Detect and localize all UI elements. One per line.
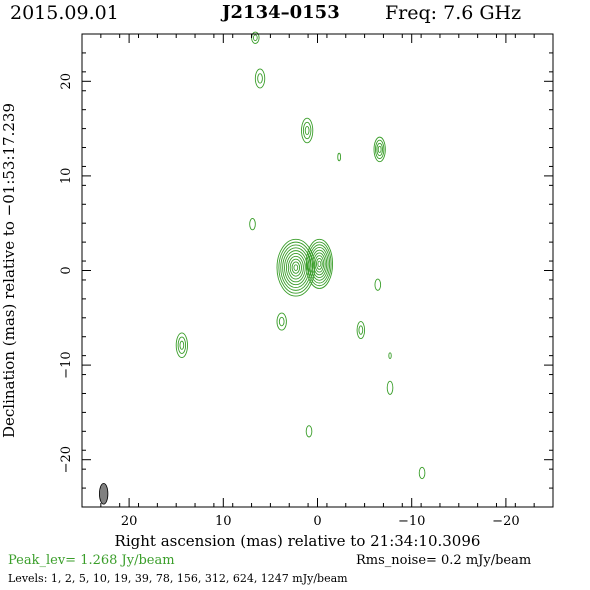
- contour-line: [301, 117, 314, 144]
- y-tick-label: −20: [59, 446, 74, 473]
- contour-line: [254, 68, 266, 89]
- contour-line: [302, 121, 312, 140]
- contour-component: [374, 278, 382, 291]
- contour-line: [374, 278, 382, 291]
- contour-component: [301, 117, 314, 144]
- contour-line: [304, 125, 310, 136]
- contour-line: [313, 252, 326, 276]
- contour-line: [337, 152, 342, 162]
- contour-line: [278, 241, 314, 294]
- contour-line: [257, 73, 263, 84]
- x-tick-label: −20: [492, 514, 519, 529]
- peak-level: Peak_lev= 1.268 Jy/beam: [8, 553, 175, 568]
- contour-component: [356, 321, 366, 340]
- contour-line: [307, 241, 332, 287]
- contour-line: [376, 142, 383, 157]
- contour-line: [305, 425, 313, 438]
- contour-component: [337, 152, 342, 162]
- y-axis-label: Declination (mas) relative to −01:53:17.…: [0, 103, 18, 438]
- contour-component: [305, 425, 313, 438]
- y-tick-label: 0: [59, 266, 74, 274]
- contour-component: [386, 380, 394, 395]
- contour-line: [249, 218, 256, 231]
- contour-component: [276, 238, 316, 297]
- contour-line: [289, 258, 302, 277]
- beam-layer: [99, 482, 109, 505]
- frequency-label: Freq: 7.6 GHz: [385, 2, 522, 24]
- contour-line: [287, 255, 304, 280]
- contour-line: [179, 340, 185, 350]
- tick-label-layer: 20 10 0 −10 −20 20 10 0 −10 −20: [59, 73, 520, 529]
- contour-line: [276, 238, 316, 297]
- contour-line: [291, 261, 301, 274]
- x-tick-label: −10: [398, 514, 425, 529]
- contour-line: [305, 238, 334, 289]
- contour-component: [254, 68, 266, 89]
- contour-line: [316, 257, 323, 270]
- x-axis-label: Right ascension (mas) relative to 21:34:…: [115, 532, 481, 550]
- contour-line: [317, 260, 322, 268]
- y-tick-label: 20: [59, 73, 74, 90]
- contour-component: [276, 312, 287, 331]
- contour-levels: Levels: 1, 2, 5, 10, 19, 39, 78, 156, 31…: [8, 572, 348, 585]
- contour-component: [175, 332, 188, 358]
- contour-component: [305, 238, 334, 289]
- contour-line: [373, 136, 386, 163]
- contour-component: [388, 352, 392, 359]
- x-tick-label: 10: [215, 514, 232, 529]
- contour-line: [388, 352, 392, 359]
- contour-line: [377, 145, 382, 153]
- x-tick-label: 0: [313, 514, 321, 529]
- beam-ellipse: [99, 482, 109, 505]
- contour-line: [175, 332, 188, 358]
- contour-line: [285, 253, 306, 283]
- contour-line: [276, 312, 287, 331]
- source-name: J2134–0153: [222, 2, 340, 23]
- tick-layer: [81, 33, 554, 508]
- contour-line: [252, 34, 258, 42]
- contour-line: [308, 244, 331, 284]
- contour-line: [386, 380, 394, 395]
- contour-layer: [175, 31, 426, 480]
- contour-line: [293, 264, 299, 271]
- y-tick-label: 10: [59, 168, 74, 185]
- contour-component: [418, 466, 426, 480]
- contour-component: [373, 136, 386, 163]
- contour-line: [177, 336, 187, 354]
- contour-line: [358, 325, 364, 335]
- contour-line: [311, 249, 328, 278]
- contour-line: [418, 466, 426, 480]
- contour-line: [314, 255, 325, 273]
- rms-noise: Rms_noise= 0.2 mJy/beam: [356, 553, 532, 568]
- contour-line: [310, 247, 329, 281]
- epoch-date: 2015.09.01: [10, 2, 119, 24]
- contour-line: [374, 139, 385, 160]
- plot-frame: [81, 33, 554, 508]
- contour-component: [249, 218, 256, 231]
- y-tick-label: −10: [59, 351, 74, 378]
- contour-line: [284, 250, 308, 286]
- contour-line: [356, 321, 366, 340]
- x-tick-label: 20: [121, 514, 138, 529]
- contour-line: [278, 316, 285, 327]
